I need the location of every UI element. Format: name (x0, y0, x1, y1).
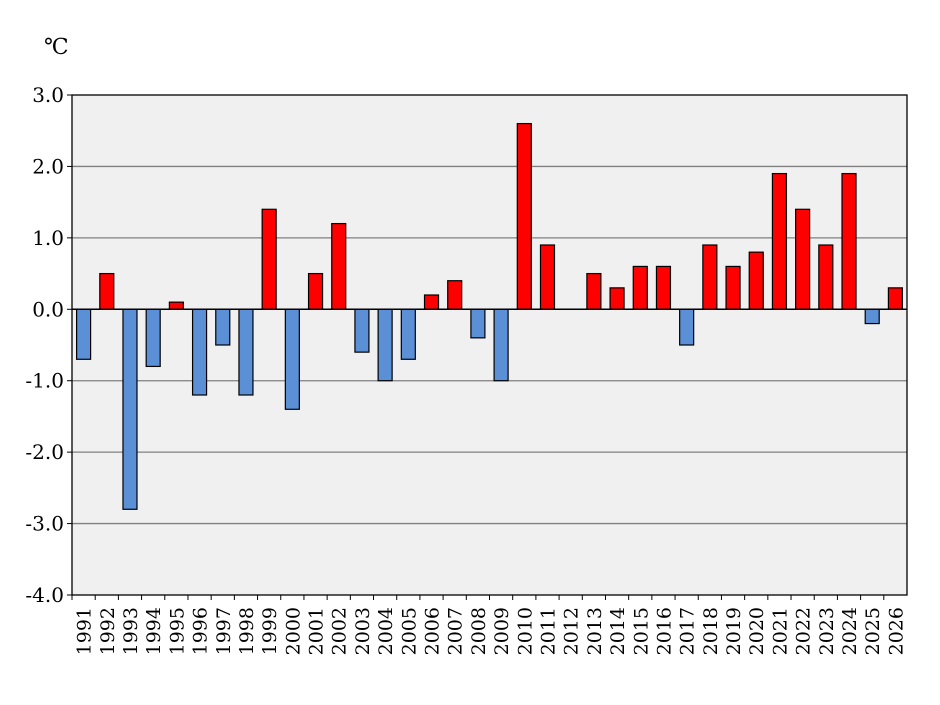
bar (447, 280, 463, 310)
x-tick-label: 2017 (677, 607, 699, 655)
bar (679, 308, 695, 346)
x-tick-label: 1997 (213, 607, 235, 655)
bar (748, 251, 764, 310)
x-tick-label: 2002 (329, 607, 351, 655)
bars (75, 122, 904, 510)
bar (168, 301, 184, 310)
plot-area (72, 95, 907, 595)
bar (539, 244, 556, 310)
x-tick-label: 2000 (282, 607, 304, 655)
x-tick-label: 2001 (306, 607, 328, 655)
x-tick-label: 2022 (793, 607, 815, 655)
x-tick-label: 2026 (885, 607, 907, 655)
x-tick-label: 2021 (769, 607, 791, 655)
y-tick-label: -1.0 (25, 369, 64, 393)
y-tick-label: 1.0 (32, 226, 64, 250)
bar (841, 172, 857, 310)
bar (725, 265, 741, 310)
bar (702, 244, 718, 310)
bar (632, 265, 648, 310)
x-tick-label: 2006 (422, 607, 444, 655)
x-tick-label: 1993 (120, 607, 142, 655)
x-axis-ticks: 1991 1992 1993 1994 1995 1996 1997 1998 1999 2000… (71, 595, 907, 655)
bar (818, 244, 834, 310)
x-tick-label: 1994 (143, 607, 165, 655)
y-tick-label: -3.0 (25, 512, 64, 536)
bar (191, 308, 208, 396)
bar (331, 222, 347, 310)
x-tick-label: 2007 (445, 607, 467, 655)
x-tick-label: 2016 (653, 607, 675, 655)
x-tick-label: 2012 (561, 607, 583, 655)
x-tick-label: 2008 (468, 607, 490, 655)
y-tick-label: 2.0 (32, 154, 64, 178)
x-tick-label: 2004 (375, 607, 397, 655)
bar (307, 272, 324, 310)
bar (377, 308, 393, 382)
bar (261, 208, 277, 310)
x-tick-label: 1998 (236, 607, 258, 655)
x-tick-label: 1992 (97, 607, 119, 655)
bar (75, 308, 92, 360)
bar (145, 308, 161, 368)
unit-label: ℃ (44, 35, 69, 60)
x-tick-label: 1991 (74, 607, 96, 655)
x-tick-label: 2013 (584, 607, 606, 655)
x-tick-label: 2025 (862, 607, 884, 655)
bar (470, 308, 486, 339)
y-tick-label: 0.0 (32, 297, 64, 321)
bar (238, 308, 254, 396)
bar (99, 272, 115, 310)
x-tick-label: 2011 (537, 607, 559, 655)
x-tick-label: 2005 (398, 607, 420, 655)
x-tick-label: 2020 (746, 607, 768, 655)
x-tick-label: 1999 (259, 607, 281, 655)
bar (516, 122, 532, 310)
bar (400, 308, 416, 360)
x-tick-label: 2019 (723, 607, 745, 655)
bar (215, 308, 231, 346)
bar (609, 287, 625, 310)
x-tick-label: 2014 (607, 607, 629, 655)
bar (887, 287, 904, 310)
x-tick-label: 2003 (352, 607, 374, 655)
x-tick-label: 2023 (816, 607, 838, 655)
x-tick-label: 2024 (839, 607, 861, 655)
bar (122, 308, 138, 510)
bar (795, 208, 811, 310)
x-tick-label: 2018 (700, 607, 722, 655)
y-axis-ticks: 3.0 2.0 1.0 0.0 -1.0 -2.0 -3.0 -4.0 (25, 83, 72, 607)
bar (655, 265, 672, 310)
x-tick-label: 2015 (630, 607, 652, 655)
y-tick-label: -4.0 (25, 583, 64, 607)
x-tick-label: 2010 (514, 607, 536, 655)
bar (586, 272, 602, 310)
y-tick-label: -2.0 (25, 440, 64, 464)
bar (423, 294, 440, 310)
y-tick-label: 3.0 (32, 83, 64, 107)
x-tick-label: 2009 (491, 607, 513, 655)
bar (354, 308, 370, 353)
bar (771, 172, 788, 310)
x-tick-label: 1996 (190, 607, 212, 655)
bar (493, 308, 509, 382)
bar (864, 308, 880, 325)
x-tick-label: 1995 (166, 607, 188, 655)
bar (284, 308, 300, 410)
